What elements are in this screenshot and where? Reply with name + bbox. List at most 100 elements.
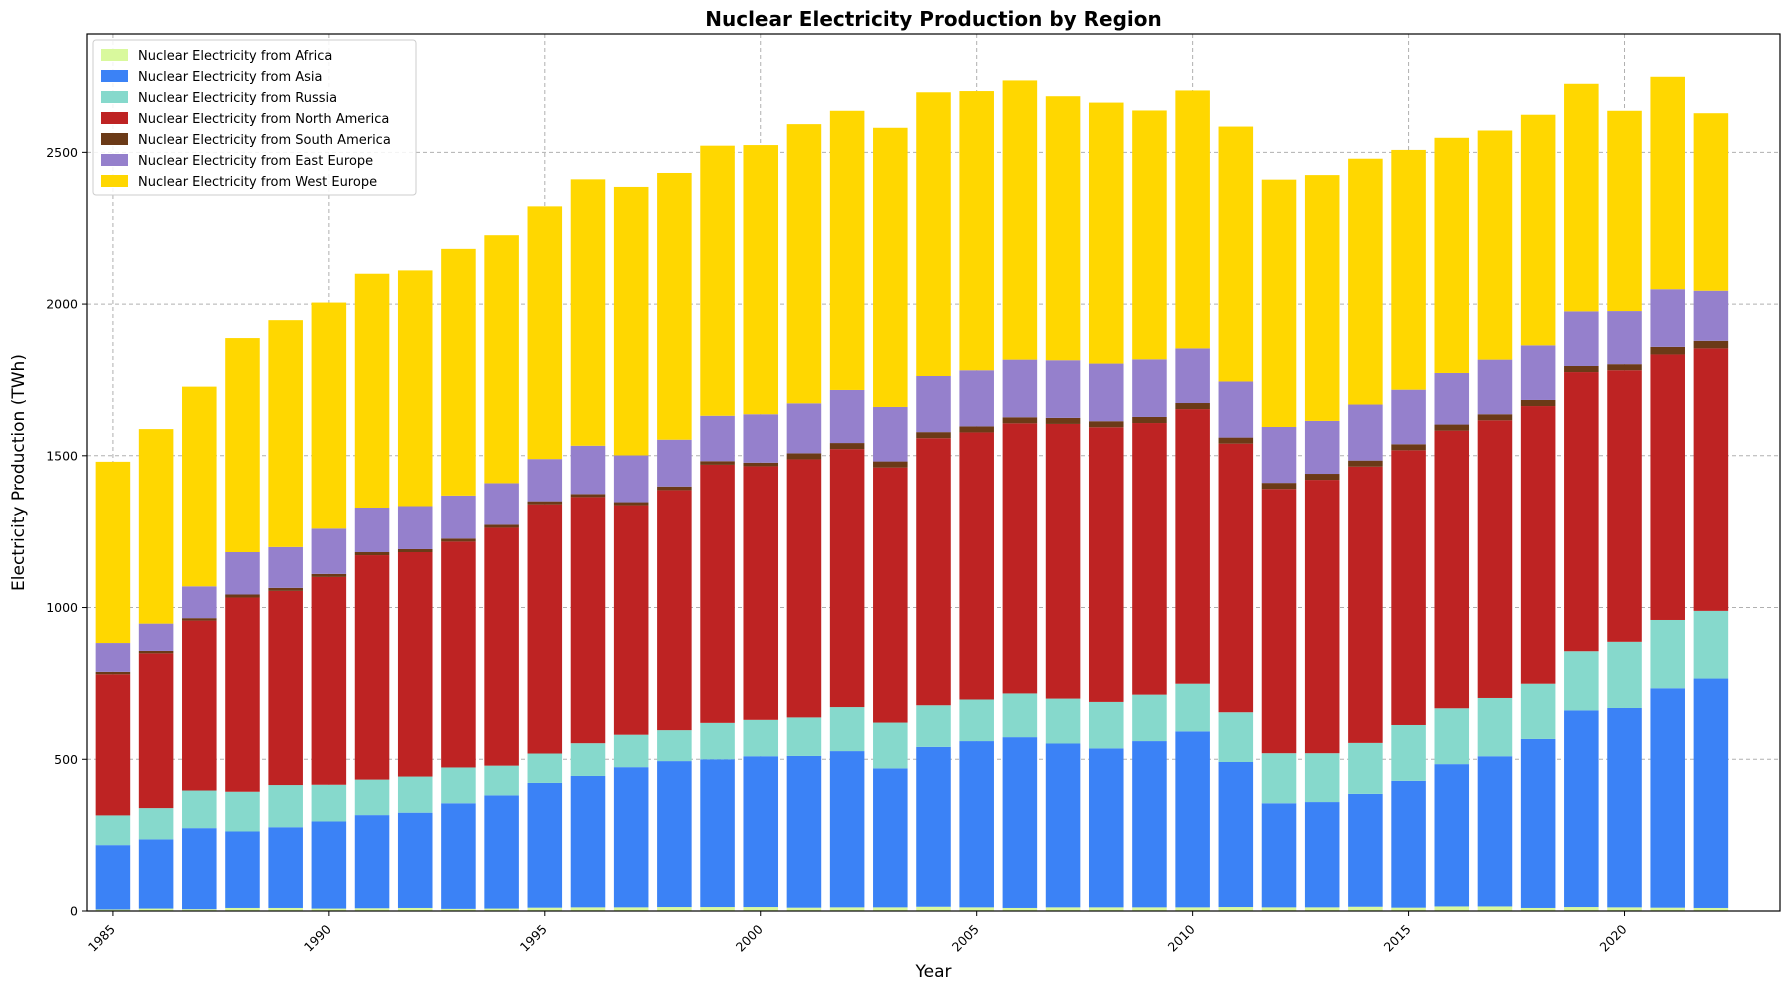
bar-segment-north-america-2015 [1391, 450, 1426, 725]
bar-segment-west-europe-2005 [959, 91, 994, 370]
bar-segment-russia-1995 [528, 754, 563, 783]
bar-segment-asia-1996 [571, 776, 606, 907]
bar-segment-east-europe-2005 [959, 370, 994, 426]
bar-segment-west-europe-2000 [743, 145, 778, 414]
bar-segment-south-america-1992 [398, 549, 433, 552]
bar-segment-east-europe-1986 [139, 624, 174, 651]
bar-segment-south-america-1986 [139, 651, 174, 653]
bar-segment-east-europe-1989 [268, 547, 303, 588]
bar-segment-asia-2016 [1434, 764, 1469, 906]
bar-segment-russia-2012 [1262, 753, 1297, 803]
bar-segment-russia-2013 [1305, 753, 1340, 802]
bar-segment-north-america-2003 [873, 468, 908, 723]
bar-segment-west-europe-2002 [830, 111, 865, 390]
bar-segment-russia-2015 [1391, 725, 1426, 781]
bar-segment-russia-1997 [614, 735, 649, 767]
bar-segment-west-europe-1988 [225, 338, 260, 552]
bar-segment-asia-2005 [959, 741, 994, 907]
bar-segment-asia-1988 [225, 831, 260, 907]
bar-segment-west-europe-2016 [1434, 138, 1469, 373]
bar-segment-asia-1986 [139, 839, 174, 908]
bar-segment-africa-2004 [916, 907, 951, 911]
bar-segment-east-europe-2012 [1262, 427, 1297, 483]
bar-segment-russia-2022 [1694, 611, 1729, 679]
bar-segment-east-europe-2013 [1305, 421, 1340, 474]
bar-segment-russia-2010 [1175, 684, 1210, 732]
bar-segment-south-america-1985 [96, 672, 131, 674]
bar-segment-south-america-1991 [355, 552, 390, 555]
bar-segment-south-america-1997 [614, 503, 649, 506]
legend-entry: Nuclear Electricity from North America [138, 112, 389, 127]
bar-segment-east-europe-2021 [1650, 289, 1685, 347]
bar-segment-south-america-1996 [571, 494, 606, 497]
bar-segment-north-america-2021 [1650, 354, 1685, 620]
bar-segment-asia-2004 [916, 747, 951, 907]
bar-segment-south-america-2019 [1564, 366, 1599, 372]
bar-segment-north-america-2006 [1003, 423, 1038, 693]
bar-segment-east-europe-2004 [916, 376, 951, 432]
bar-segment-south-america-1993 [441, 538, 476, 541]
bar-segment-west-europe-2009 [1132, 110, 1167, 359]
bar-segment-south-america-2012 [1262, 483, 1297, 489]
bar-segment-south-america-2011 [1219, 438, 1254, 444]
bar-segment-asia-1993 [441, 803, 476, 909]
bar-segment-north-america-1997 [614, 506, 649, 735]
bar-segment-west-europe-1992 [398, 270, 433, 506]
bar-segment-south-america-2018 [1521, 400, 1556, 406]
bar-segment-east-europe-2009 [1132, 359, 1167, 417]
bar-segment-west-europe-1998 [657, 173, 692, 440]
bar-segment-south-america-2022 [1694, 341, 1729, 349]
bar-segment-west-europe-2010 [1175, 90, 1210, 348]
bar-segment-asia-2020 [1607, 708, 1642, 907]
bar-segment-south-america-2016 [1434, 425, 1469, 431]
bar-segment-east-europe-1994 [484, 483, 519, 524]
bar-segment-east-europe-2010 [1175, 348, 1210, 403]
bar-segment-asia-1985 [96, 845, 131, 909]
bar-segment-russia-1986 [139, 808, 174, 839]
bar-segment-south-america-1989 [268, 588, 303, 591]
bar-segment-north-america-2009 [1132, 423, 1167, 695]
bar-segment-asia-1997 [614, 767, 649, 907]
y-tick-label: 2500 [46, 145, 78, 160]
bar-segment-north-america-2002 [830, 449, 865, 707]
bar-segment-africa-2014 [1348, 907, 1383, 911]
bar-segment-south-america-2015 [1391, 444, 1426, 450]
bar-segment-east-europe-2006 [1003, 360, 1038, 418]
bar-segment-west-europe-2018 [1521, 115, 1556, 346]
bar-segment-asia-2002 [830, 751, 865, 907]
bar-segment-south-america-2010 [1175, 403, 1210, 409]
legend: Nuclear Electricity from AfricaNuclear E… [93, 40, 416, 195]
bar-segment-asia-1995 [528, 783, 563, 908]
bar-segment-east-europe-2001 [787, 403, 822, 453]
bar-segment-east-europe-1996 [571, 446, 606, 495]
bar-segment-north-america-2008 [1089, 427, 1124, 702]
bar-segment-west-europe-2012 [1262, 180, 1297, 427]
bar-segment-north-america-2020 [1607, 370, 1642, 642]
bar-segment-russia-2008 [1089, 702, 1124, 748]
bar-segment-west-europe-1989 [268, 320, 303, 547]
bar-segment-russia-1991 [355, 780, 390, 816]
bar-segment-asia-2014 [1348, 794, 1383, 907]
bar-segment-east-europe-1985 [96, 643, 131, 672]
bar-segment-west-europe-1990 [312, 303, 347, 529]
bar-segment-africa-2017 [1478, 906, 1513, 911]
bar-segment-asia-1990 [312, 821, 347, 908]
legend-swatch [101, 175, 128, 187]
bar-segment-west-europe-2008 [1089, 103, 1124, 364]
bar-segment-west-europe-2017 [1478, 131, 1513, 360]
bar-segment-africa-2016 [1434, 906, 1469, 911]
bar-segment-asia-1989 [268, 827, 303, 908]
bar-segment-russia-2018 [1521, 684, 1556, 739]
x-axis-label: Year [915, 962, 952, 982]
bar-segment-north-america-1993 [441, 541, 476, 767]
bar-segment-russia-1999 [700, 723, 735, 759]
bar-segment-west-europe-1999 [700, 146, 735, 416]
bar-segment-north-america-1985 [96, 674, 131, 815]
bar-segment-west-europe-2015 [1391, 150, 1426, 390]
bar-segment-north-america-1988 [225, 598, 260, 792]
y-tick-label: 1500 [46, 448, 78, 463]
bar-segment-north-america-2018 [1521, 406, 1556, 684]
bar-segment-north-america-2004 [916, 438, 951, 705]
bar-segment-east-europe-1987 [182, 586, 217, 618]
bar-segment-asia-2021 [1650, 688, 1685, 907]
